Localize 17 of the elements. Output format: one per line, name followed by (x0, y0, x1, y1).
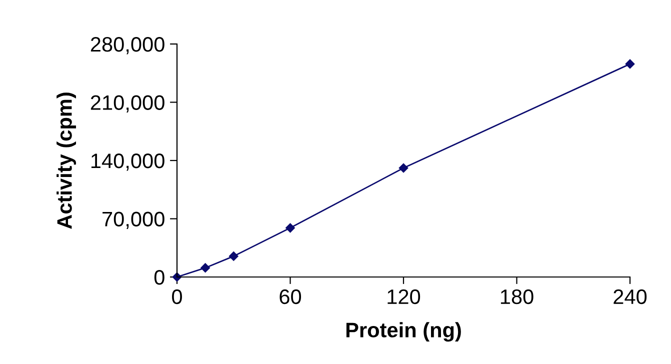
x-tick-label: 240 (614, 289, 647, 304)
y-tick-label: 140,000 (91, 154, 164, 171)
point (625, 59, 635, 69)
point (286, 223, 295, 233)
y-tick-label: 280,000 (90, 37, 164, 54)
y-tick-label: 0 (154, 270, 164, 285)
y-tick-label: 210,000 (90, 95, 164, 112)
point (398, 163, 408, 173)
y-tick-label: 70,000 (102, 212, 164, 229)
x-tick-label: 60 (280, 289, 302, 304)
x-tick-label: 120 (388, 289, 420, 304)
x-axis-title: Protein (ng) (346, 322, 461, 342)
point (229, 252, 238, 261)
y-axis-title: Activity (cpm) (56, 92, 76, 229)
x-tick-label: 0 (172, 289, 182, 304)
x-tick-label: 180 (500, 289, 534, 304)
point (200, 263, 210, 272)
